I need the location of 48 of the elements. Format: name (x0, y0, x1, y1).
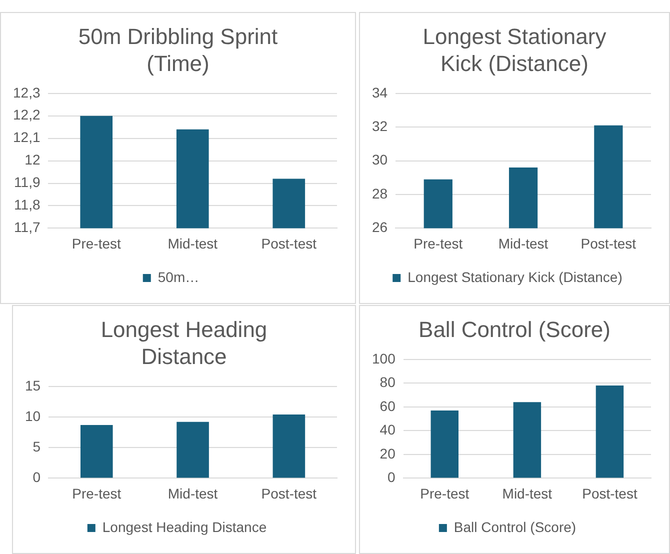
x-tick-label: Post-test (261, 485, 317, 502)
bar (430, 410, 458, 478)
y-tick-label: 34 (372, 84, 388, 100)
y-tick-label: 12,1 (13, 129, 40, 146)
bar (513, 402, 542, 478)
y-tick-label: 20 (380, 445, 396, 462)
y-tick-label: 15 (24, 377, 41, 394)
y-tick-label: 0 (32, 469, 41, 486)
x-tick-label: Mid-test (168, 485, 218, 502)
x-tick-label: Mid-test (168, 235, 218, 252)
x-tick-label: Post-test (261, 235, 317, 252)
chart-title: 50m Dribbling Sprint (Time) (77, 23, 279, 77)
y-tick-label: 32 (372, 118, 388, 134)
x-tick-label: Pre-test (72, 235, 121, 252)
x-tick-label: Pre-test (414, 235, 463, 252)
bar (272, 414, 306, 478)
y-tick-label: 30 (372, 152, 388, 168)
x-tick-label: Mid-test (502, 485, 552, 502)
y-tick-label: 12,2 (13, 106, 40, 123)
y-tick-label: 12,3 (13, 84, 40, 100)
chart-title: Longest Heading Distance (100, 316, 268, 370)
y-tick-label: 11,8 (14, 196, 40, 213)
y-tick-label: 11,7 (14, 219, 40, 236)
y-tick-label: 60 (380, 398, 396, 414)
bar (176, 422, 209, 478)
y-tick-label: 5 (32, 438, 41, 454)
legend-label: Longest Heading Distance (102, 518, 267, 535)
bar (596, 386, 624, 478)
x-tick-label: Post-test (580, 235, 636, 252)
y-tick-label: 10 (24, 408, 41, 424)
legend-label: 50m… (158, 268, 200, 285)
y-tick-label: 12 (24, 152, 40, 168)
chart-title: Ball Control (Score) (418, 316, 610, 343)
x-tick-label: Mid-test (498, 235, 548, 252)
x-tick-label: Pre-test (420, 485, 470, 502)
x-tick-label: Post-test (582, 485, 638, 502)
y-tick-label: 26 (372, 219, 388, 236)
y-tick-label: 11,9 (14, 174, 40, 190)
legend-label: Ball Control (Score) (454, 518, 576, 535)
y-tick-label: 80 (380, 374, 396, 390)
y-tick-label: 28 (372, 185, 388, 202)
chart-title: Longest Stationary Kick (Distance) (422, 23, 608, 77)
bar (80, 424, 113, 478)
y-tick-label: 0 (388, 469, 396, 486)
y-tick-label: 40 (380, 422, 396, 438)
y-tick-label: 100 (372, 350, 396, 366)
x-tick-label: Pre-test (72, 485, 122, 502)
legend-label: Longest Stationary Kick (Distance) (408, 268, 622, 285)
